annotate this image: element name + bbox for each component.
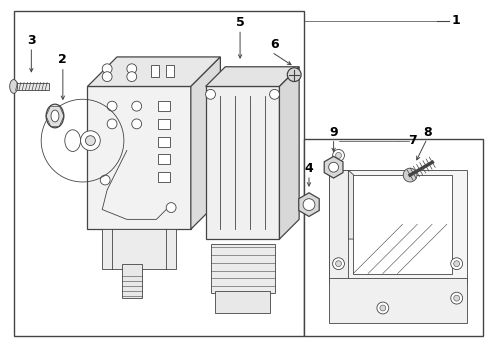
Bar	[14, 11, 304, 336]
Bar	[122, 264, 142, 298]
Polygon shape	[87, 57, 220, 86]
Circle shape	[107, 101, 117, 111]
Circle shape	[403, 168, 416, 182]
Circle shape	[335, 152, 341, 158]
Circle shape	[376, 302, 388, 314]
Text: 3: 3	[27, 34, 36, 47]
Circle shape	[107, 119, 117, 129]
Circle shape	[328, 162, 338, 172]
Circle shape	[85, 136, 95, 145]
Ellipse shape	[10, 80, 18, 93]
Bar	[328, 170, 466, 283]
Circle shape	[450, 292, 462, 304]
Circle shape	[450, 258, 462, 270]
Bar	[215, 291, 269, 313]
Bar	[87, 86, 190, 229]
Circle shape	[126, 72, 137, 82]
Circle shape	[102, 64, 112, 74]
Circle shape	[453, 261, 459, 267]
Text: 4: 4	[304, 162, 313, 175]
Bar	[166, 65, 174, 77]
Bar	[102, 229, 176, 269]
Bar	[205, 86, 279, 239]
Bar	[158, 172, 170, 182]
Bar	[14, 82, 49, 90]
Polygon shape	[190, 57, 220, 229]
Bar	[352, 175, 451, 274]
Bar	[328, 170, 347, 283]
Bar	[158, 101, 170, 111]
Ellipse shape	[46, 104, 64, 128]
Circle shape	[166, 203, 176, 212]
Circle shape	[131, 101, 142, 111]
Bar	[304, 139, 482, 336]
Circle shape	[100, 175, 110, 185]
Text: 8: 8	[422, 126, 430, 139]
Circle shape	[303, 199, 314, 211]
Polygon shape	[205, 67, 299, 86]
Bar	[328, 278, 466, 323]
Text: 2: 2	[59, 53, 67, 66]
Polygon shape	[279, 67, 299, 239]
Bar	[158, 137, 170, 147]
Text: 7: 7	[407, 134, 416, 147]
Bar	[158, 154, 170, 164]
Circle shape	[269, 89, 279, 99]
Circle shape	[453, 295, 459, 301]
Text: 5: 5	[235, 16, 244, 29]
Circle shape	[332, 149, 344, 161]
Bar	[210, 244, 274, 293]
Circle shape	[81, 131, 100, 150]
Circle shape	[131, 119, 142, 129]
Bar	[151, 65, 159, 77]
Circle shape	[379, 305, 385, 311]
Text: 6: 6	[270, 38, 278, 51]
Ellipse shape	[51, 110, 59, 122]
Circle shape	[335, 261, 341, 267]
Circle shape	[287, 68, 301, 82]
Circle shape	[102, 72, 112, 82]
Circle shape	[332, 258, 344, 270]
Polygon shape	[347, 170, 421, 239]
Bar	[158, 119, 170, 129]
Text: 9: 9	[328, 126, 337, 139]
Ellipse shape	[65, 130, 81, 152]
Circle shape	[205, 89, 215, 99]
Circle shape	[126, 64, 137, 74]
Text: 1: 1	[451, 14, 460, 27]
